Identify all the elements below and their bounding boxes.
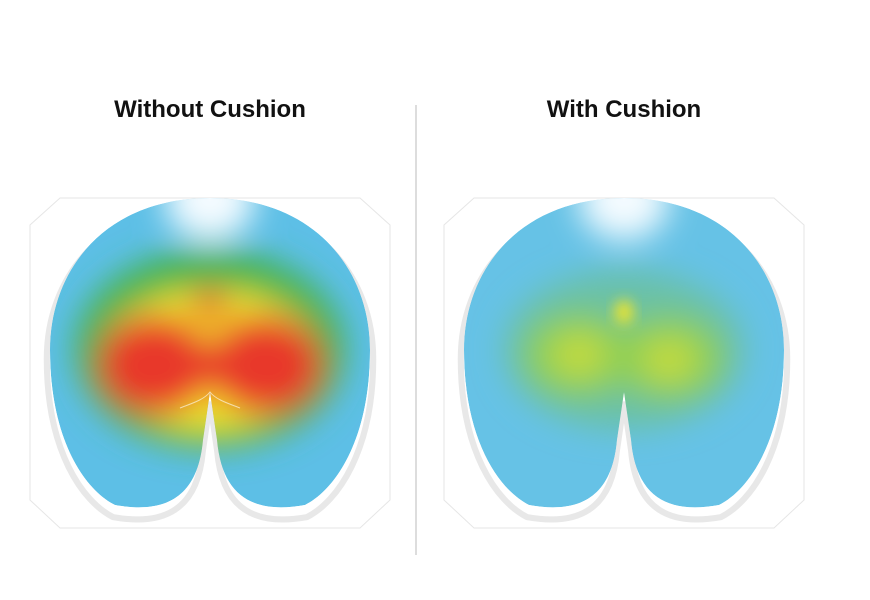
panel-title: Without Cushion — [114, 96, 306, 123]
panel-without-cushion: Without Cushion — [24, 96, 396, 541]
panel-with-cushion: With Cushion — [438, 96, 810, 541]
heatmap — [464, 198, 784, 508]
panel-title: With Cushion — [547, 96, 701, 123]
heatmap — [50, 198, 370, 508]
